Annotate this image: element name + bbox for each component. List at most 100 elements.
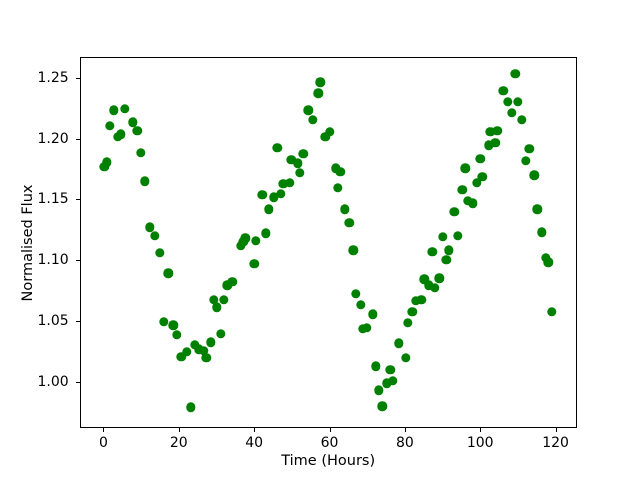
data-point [400, 353, 411, 363]
data-point [492, 126, 502, 136]
data-point [278, 179, 289, 189]
y-axis-label: Normalised Flux [19, 184, 36, 301]
plot-area [79, 57, 577, 428]
data-point [374, 385, 384, 396]
y-tick-mark [75, 381, 80, 383]
data-point [377, 401, 388, 411]
x-tick-mark [254, 427, 256, 432]
y-tick-mark [75, 77, 80, 79]
data-point [457, 185, 468, 195]
data-point [485, 127, 496, 137]
data-point [303, 105, 313, 115]
x-tick-mark [329, 427, 331, 432]
data-point [286, 155, 296, 165]
data-point [272, 142, 283, 153]
y-tick-label: 1.15 [37, 191, 69, 208]
data-point [344, 217, 355, 228]
x-axis-label: Time (Hours) [281, 452, 376, 469]
data-point [460, 163, 471, 173]
data-point [490, 138, 501, 148]
data-point [109, 105, 119, 115]
data-point [348, 245, 358, 256]
data-point [119, 104, 130, 114]
data-point [155, 248, 165, 258]
data-point [182, 347, 192, 357]
y-tick-mark [75, 199, 80, 201]
data-point [407, 307, 418, 317]
data-point [219, 295, 229, 305]
y-tick-mark [75, 260, 80, 262]
data-point [498, 86, 508, 96]
data-point [529, 170, 540, 181]
x-tick-label: 60 [320, 434, 339, 451]
data-point [330, 163, 341, 173]
data-point [292, 158, 303, 169]
data-point [475, 153, 486, 164]
data-point [168, 320, 179, 330]
data-point [205, 337, 216, 347]
data-point [136, 147, 146, 158]
data-point [99, 162, 110, 172]
data-point [211, 302, 222, 312]
data-point [295, 168, 305, 178]
data-point [128, 117, 138, 127]
data-point [116, 129, 126, 140]
x-tick-label: 120 [542, 434, 569, 451]
data-point [222, 280, 233, 291]
x-tick-mark [480, 427, 482, 432]
data-point [532, 204, 543, 214]
data-point [201, 353, 212, 363]
data-point [269, 192, 279, 202]
data-point [427, 246, 438, 257]
data-point [208, 295, 219, 305]
data-point [333, 182, 343, 193]
data-point [240, 233, 251, 243]
data-point [355, 299, 366, 310]
data-point [537, 227, 547, 237]
x-tick-label: 20 [169, 434, 188, 451]
data-point [260, 228, 271, 239]
data-point [512, 97, 523, 107]
data-point [524, 144, 534, 154]
data-point [434, 273, 445, 283]
y-tick-label: 1.10 [37, 252, 69, 269]
data-point [145, 222, 155, 233]
y-tick-label: 1.25 [37, 69, 69, 86]
data-point [158, 316, 169, 327]
data-point [381, 378, 392, 388]
data-point [540, 252, 551, 263]
x-tick-label: 80 [395, 434, 414, 451]
data-point [132, 126, 143, 136]
data-point [320, 132, 331, 142]
x-tick-label: 0 [98, 434, 108, 451]
data-point [308, 115, 318, 125]
data-point [249, 258, 260, 269]
x-tick-mark [178, 427, 180, 432]
data-point [546, 307, 557, 317]
data-point [140, 176, 150, 187]
data-point [543, 257, 553, 268]
data-point [215, 328, 226, 339]
y-tick-mark [75, 320, 80, 322]
data-point [362, 322, 372, 333]
x-tick-mark [103, 427, 105, 432]
y-tick-mark [75, 138, 80, 140]
y-tick-label: 1.05 [37, 312, 69, 329]
data-point [163, 268, 173, 278]
data-point [199, 345, 209, 356]
data-point [315, 77, 326, 88]
data-point [429, 283, 440, 293]
data-point [517, 115, 527, 125]
data-point [419, 274, 430, 285]
data-point [264, 204, 274, 214]
y-tick-label: 1.20 [37, 130, 69, 147]
data-point [441, 255, 451, 265]
data-point [176, 351, 186, 362]
data-point [385, 365, 395, 375]
data-point [510, 69, 520, 79]
data-point [340, 204, 350, 214]
data-point [250, 235, 261, 246]
data-point [444, 245, 454, 256]
data-point [438, 232, 448, 242]
data-point [506, 107, 517, 118]
